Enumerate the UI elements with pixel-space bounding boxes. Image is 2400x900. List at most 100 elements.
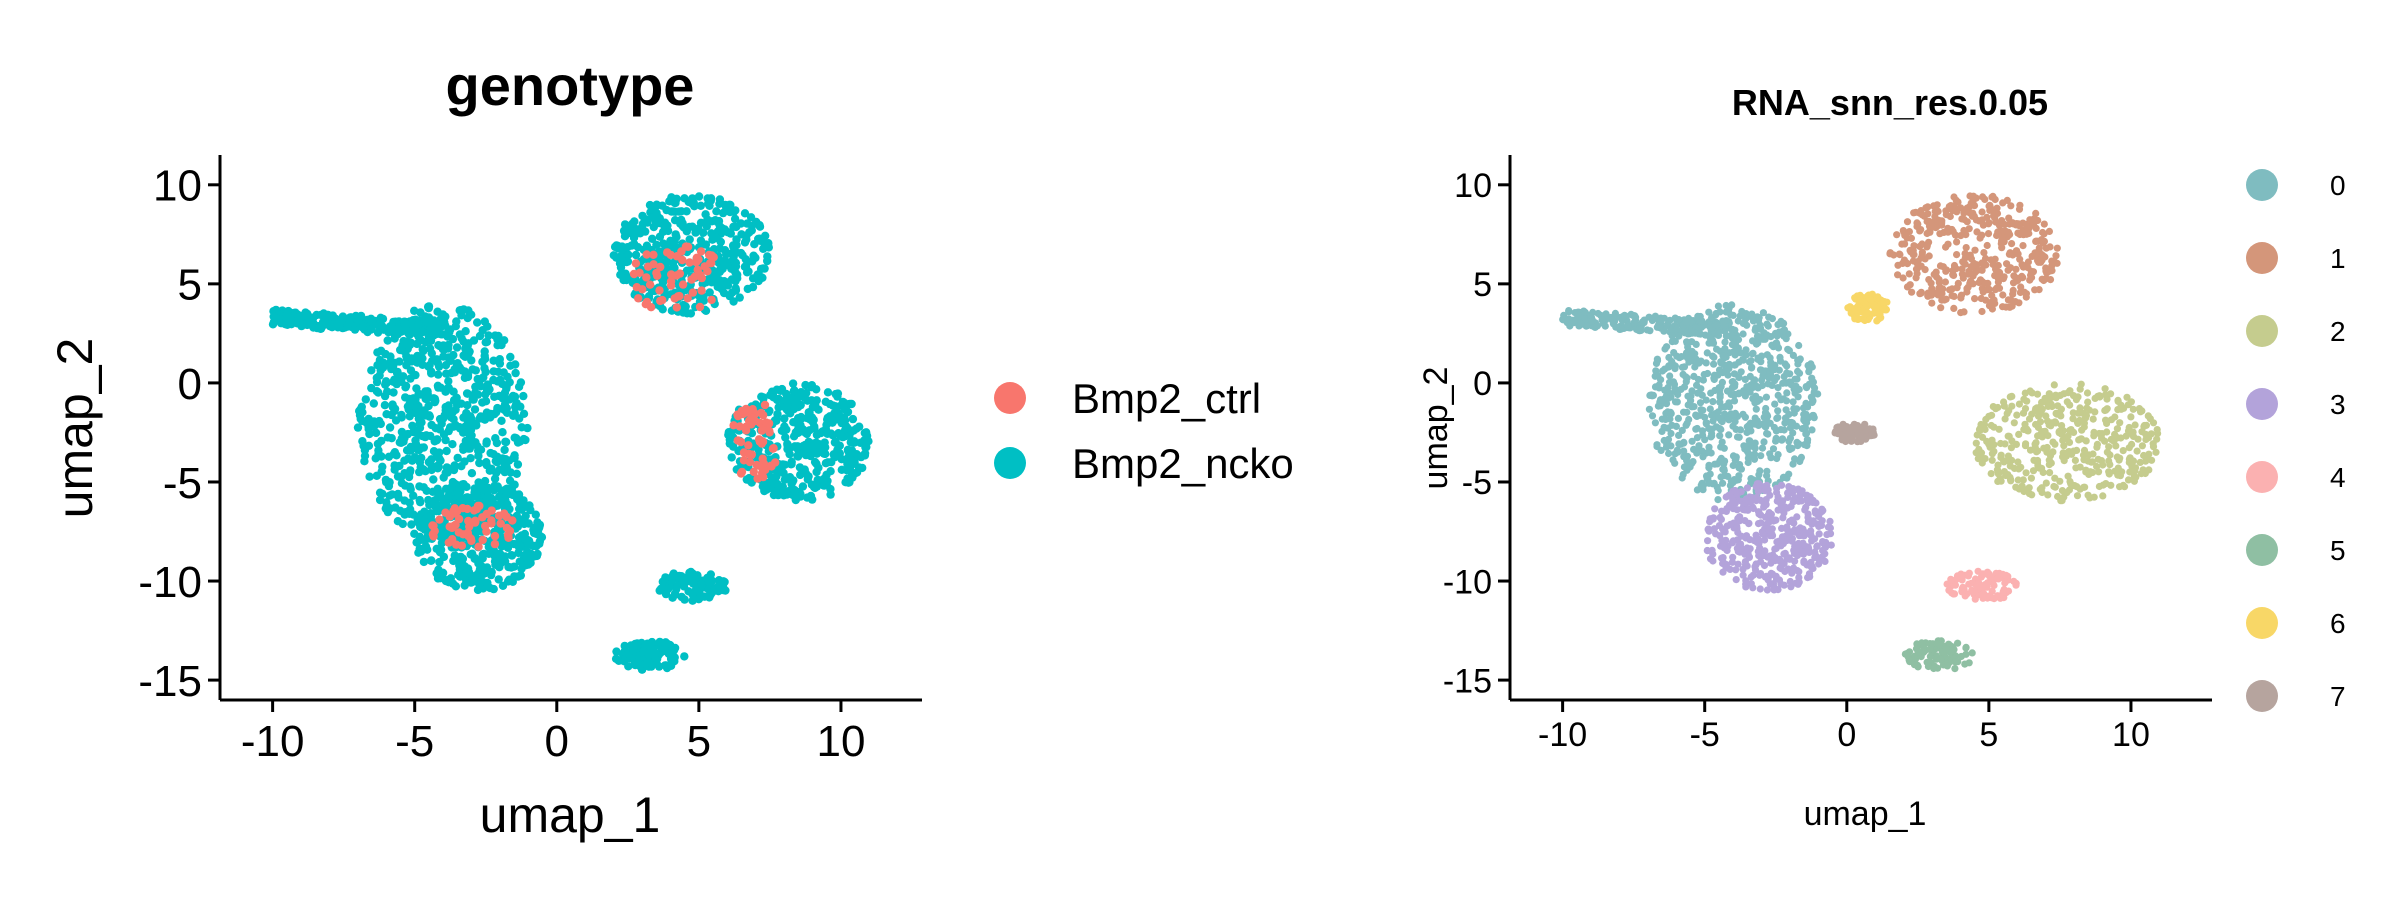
data-point [460,373,470,382]
data-point [466,550,475,559]
data-point [1957,232,1965,240]
data-point [2089,468,2097,477]
data-point [1795,341,1803,350]
data-point [2102,480,2110,488]
data-point [2099,461,2107,469]
data-point [480,317,489,326]
data-point [400,510,409,519]
data-point [482,527,491,536]
data-point [2072,464,2080,472]
data-point [783,473,792,482]
data-point [1714,302,1722,310]
data-point [1772,329,1780,337]
data-point [1988,456,1996,464]
data-point [835,441,844,450]
data-point [685,258,694,267]
data-point [1998,244,2006,252]
data-point [694,192,704,201]
data-point [1927,279,1935,287]
data-point [1748,363,1756,371]
data-point [478,577,487,586]
data-point [421,411,430,420]
data-point [490,531,500,541]
data-point [2073,492,2082,500]
data-point [2024,258,2032,266]
data-point [1800,441,1809,449]
scatter-points [268,192,873,674]
data-point [1728,378,1736,386]
data-point [1713,321,1721,329]
data-point [666,277,676,286]
data-point [1777,426,1785,434]
data-point [1730,397,1739,405]
data-point [1719,525,1727,533]
data-point [639,647,648,656]
data-point [515,541,525,550]
data-point [808,417,817,427]
data-point [755,236,765,245]
data-point [730,214,740,224]
data-point [1720,318,1728,326]
data-point [688,596,697,605]
data-point [480,476,490,486]
data-point [511,360,520,369]
data-point [1789,351,1797,359]
data-point [1683,408,1691,416]
data-point [610,242,620,252]
data-point [409,491,418,500]
x-tick-label: -10 [241,717,305,766]
data-point [753,474,762,483]
data-point [1965,225,1973,233]
data-point [493,482,502,491]
data-point [1742,549,1750,558]
data-point [742,235,751,244]
data-point [1699,482,1707,490]
data-point [1705,527,1713,535]
data-point [1581,308,1589,317]
data-point [675,269,685,278]
data-point [2028,389,2036,397]
data-point [406,374,415,383]
data-point [1943,662,1951,670]
data-point [1951,581,1959,589]
data-point [426,336,436,345]
data-point [1742,577,1750,585]
data-point [624,250,633,259]
data-point [1635,326,1643,335]
data-point [1764,553,1772,561]
data-point [720,246,730,255]
data-point [2037,258,2045,266]
data-point [1949,590,1957,598]
data-point [1744,458,1752,467]
data-point [758,273,767,282]
data-point [2140,421,2148,430]
data-point [848,414,858,424]
data-point [1629,311,1637,319]
data-point [1988,411,1996,419]
data-point [1735,390,1743,398]
data-point [2035,286,2043,294]
data-point [810,457,820,467]
data-point [2004,432,2012,440]
data-point [1759,368,1767,376]
data-point [641,215,650,224]
legend-swatch-ctrl [994,382,1026,414]
data-point [1577,319,1585,327]
data-point [1734,528,1742,537]
data-point [2101,385,2109,393]
data-point [500,336,509,345]
data-point [810,483,820,493]
data-point [847,455,856,464]
data-point [386,321,396,331]
data-point [2007,444,2015,452]
data-point [469,506,479,515]
data-point [1923,242,1931,250]
data-point [1674,448,1682,456]
data-point [1747,357,1755,365]
data-point [821,443,830,452]
data-point [2009,279,2018,287]
data-point [2037,430,2045,438]
data-point [1743,321,1751,329]
data-point [1816,509,1824,517]
data-point [692,253,701,262]
